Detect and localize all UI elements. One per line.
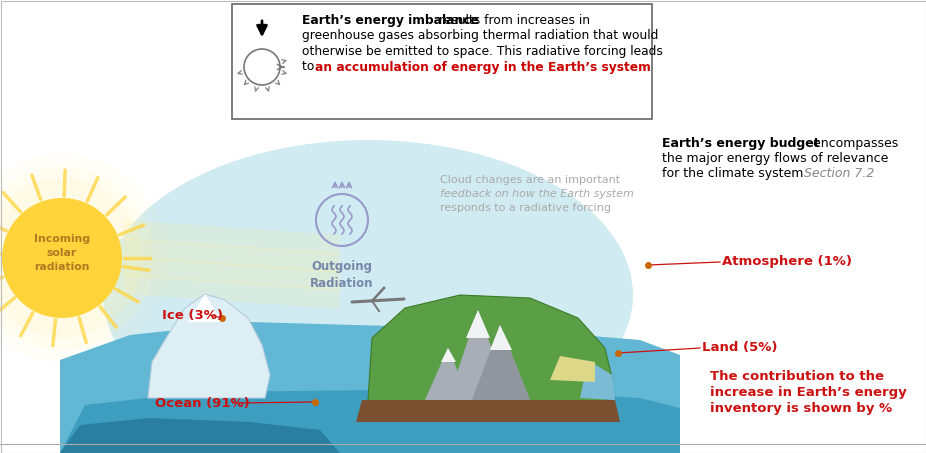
Text: Ice (3%): Ice (3%) <box>162 308 223 322</box>
Text: Land (5%): Land (5%) <box>702 342 778 355</box>
Ellipse shape <box>103 140 633 450</box>
Text: encompasses: encompasses <box>809 137 898 150</box>
Polygon shape <box>356 400 620 422</box>
Polygon shape <box>60 322 680 453</box>
Text: feedback on how the Earth system: feedback on how the Earth system <box>440 189 634 199</box>
Polygon shape <box>124 238 340 273</box>
Text: greenhouse gases absorbing thermal radiation that would: greenhouse gases absorbing thermal radia… <box>302 29 658 43</box>
Polygon shape <box>368 295 612 408</box>
Circle shape <box>2 198 122 318</box>
Polygon shape <box>466 310 490 338</box>
Polygon shape <box>441 348 456 362</box>
Text: responds to a radiative forcing: responds to a radiative forcing <box>440 203 611 213</box>
Polygon shape <box>580 360 615 400</box>
Polygon shape <box>60 390 680 453</box>
Text: Atmosphere (1%): Atmosphere (1%) <box>722 255 852 269</box>
Text: inventory is shown by %: inventory is shown by % <box>710 402 892 415</box>
Circle shape <box>244 49 280 85</box>
Text: Earth’s energy budget: Earth’s energy budget <box>662 137 820 150</box>
Polygon shape <box>188 294 222 322</box>
Polygon shape <box>472 325 530 400</box>
Text: increase in Earth’s energy: increase in Earth’s energy <box>710 386 907 399</box>
Text: Outgoing
Radiation: Outgoing Radiation <box>310 260 374 290</box>
Polygon shape <box>448 310 510 400</box>
Polygon shape <box>60 418 340 453</box>
Polygon shape <box>124 256 340 291</box>
Text: otherwise be emitted to space. This radiative forcing leads: otherwise be emitted to space. This radi… <box>302 45 663 58</box>
Polygon shape <box>425 348 470 400</box>
Circle shape <box>0 153 167 363</box>
Text: results from increases in: results from increases in <box>435 14 590 27</box>
Text: an accumulation of energy in the Earth’s system: an accumulation of energy in the Earth’s… <box>315 61 651 73</box>
Polygon shape <box>124 220 340 255</box>
FancyBboxPatch shape <box>232 4 652 119</box>
Polygon shape <box>148 294 270 398</box>
Text: The contribution to the: The contribution to the <box>710 370 884 383</box>
Circle shape <box>0 166 154 350</box>
Text: the major energy flows of relevance: the major energy flows of relevance <box>662 152 888 165</box>
Text: for the climate system: for the climate system <box>662 167 807 180</box>
Polygon shape <box>472 325 530 400</box>
Polygon shape <box>124 274 340 309</box>
Circle shape <box>0 178 142 338</box>
Text: to: to <box>302 61 319 73</box>
Text: Ocean (91%): Ocean (91%) <box>155 396 250 410</box>
Text: Earth’s energy imbalance: Earth’s energy imbalance <box>302 14 479 27</box>
Text: Incoming
solar
radiation: Incoming solar radiation <box>34 234 90 272</box>
Polygon shape <box>550 356 595 382</box>
Text: Cloud changes are an important: Cloud changes are an important <box>440 175 620 185</box>
Polygon shape <box>490 325 512 350</box>
Text: Section 7.2: Section 7.2 <box>804 167 874 180</box>
